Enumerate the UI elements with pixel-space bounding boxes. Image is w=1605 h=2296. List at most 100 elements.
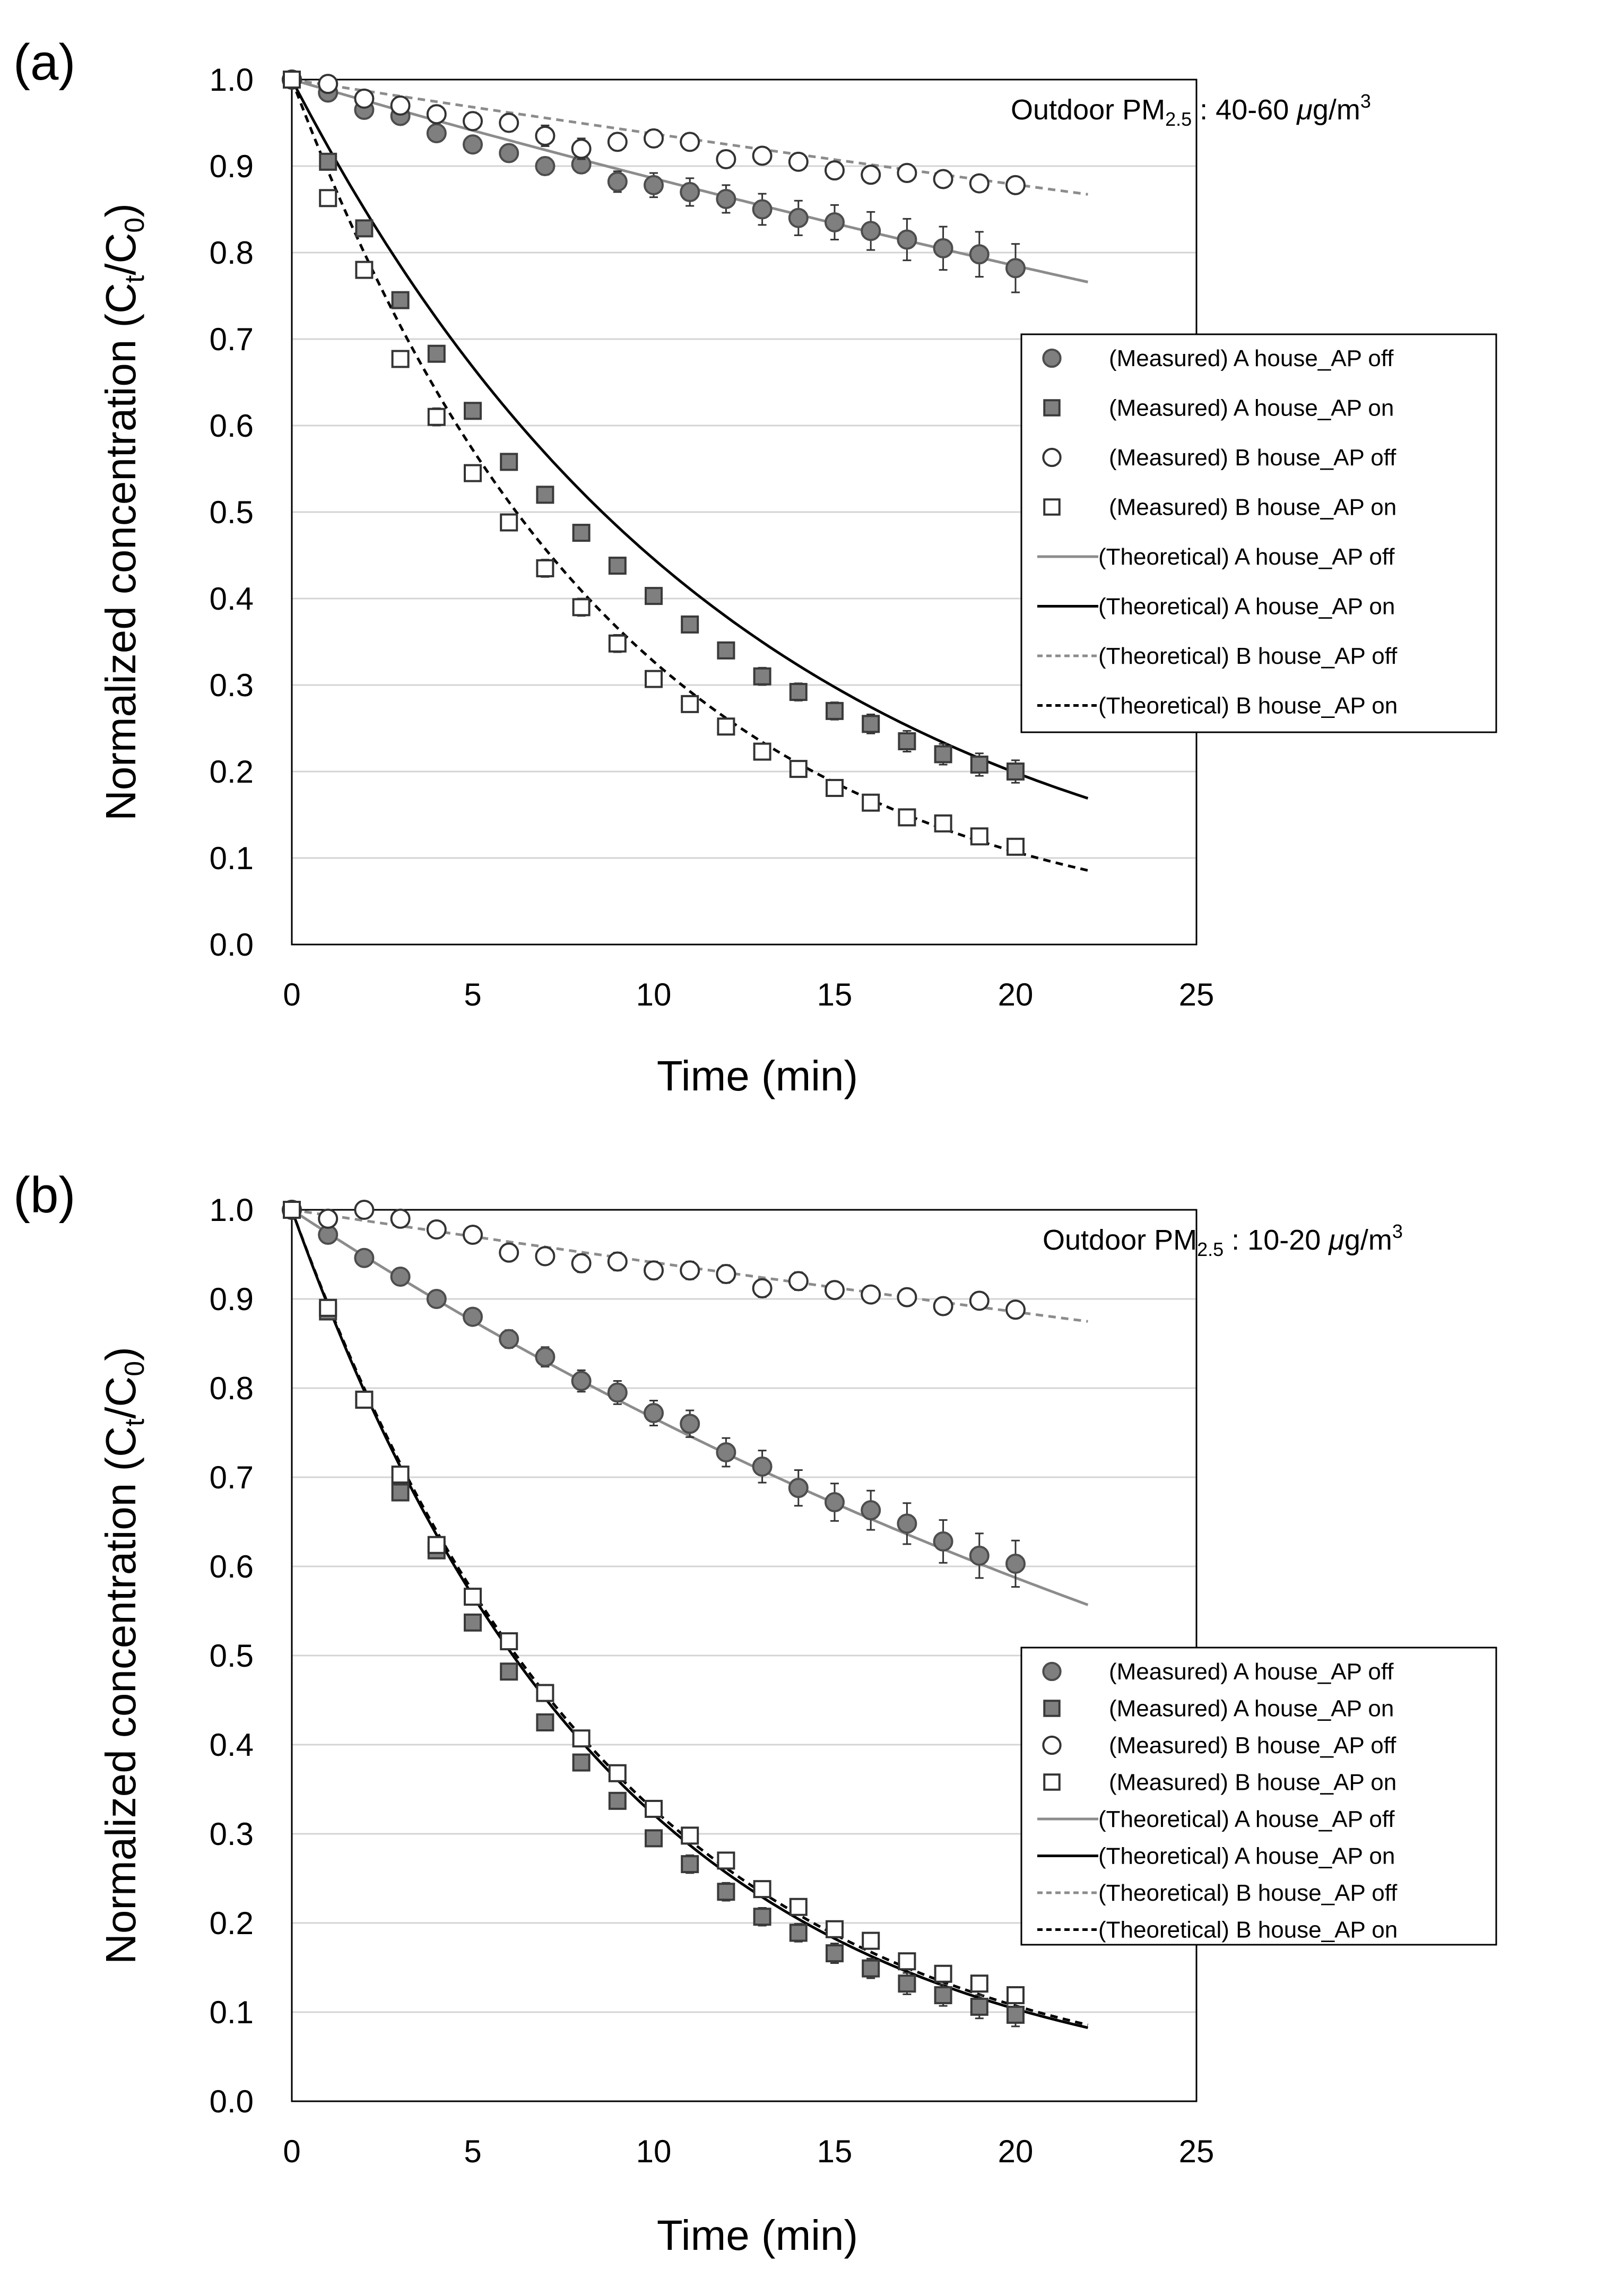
data-point	[426, 1219, 447, 1240]
legend-label: (Measured) B house_AP off	[1109, 1732, 1396, 1758]
y-tick-label: 0.8	[210, 1371, 254, 1406]
data-point	[355, 1390, 374, 1409]
measured-series	[283, 71, 1025, 856]
data-point	[789, 683, 808, 701]
data-point	[536, 1684, 554, 1702]
data-point	[535, 125, 556, 146]
data-point	[427, 344, 446, 363]
y-tick-label: 0.5	[210, 1638, 254, 1674]
legend-marker	[1043, 1773, 1061, 1791]
data-point	[571, 138, 592, 159]
y-axis-title: Normalized concentration (Ct/C0)	[97, 203, 150, 821]
data-point	[717, 1851, 735, 1870]
y-tick-label: 0.2	[210, 1905, 254, 1941]
legend-marker	[1042, 1661, 1062, 1682]
data-point	[680, 1260, 700, 1281]
data-point	[753, 667, 771, 686]
data-point	[645, 587, 663, 605]
y-tick-label: 0.5	[210, 495, 254, 530]
y-axis-ticks: 0.0 0.1 0.2 0.3 0.4 0.5 0.6 0.7 0.8 0.9 1.0	[210, 62, 254, 963]
data-point	[391, 350, 410, 368]
x-tick-label: 25	[1179, 977, 1214, 1012]
data-point	[535, 1246, 556, 1267]
annot-mu: μ	[1296, 94, 1313, 126]
data-point	[499, 1242, 519, 1263]
data-point	[897, 163, 917, 184]
theoretical-curves	[290, 1208, 1089, 2029]
data-point	[717, 641, 735, 660]
data-point	[753, 742, 771, 761]
legend-marker	[1042, 447, 1062, 467]
data-point	[788, 151, 809, 172]
data-point	[499, 1329, 519, 1349]
data-point	[607, 1382, 628, 1403]
legend-marker	[1043, 1700, 1061, 1717]
data-point	[607, 1251, 628, 1272]
data-point	[644, 175, 664, 195]
data-point	[752, 145, 773, 166]
data-point	[861, 164, 881, 185]
y-axis-title-main: Normalized concentration (C	[97, 1426, 144, 1964]
data-point	[318, 74, 339, 94]
data-point	[681, 1855, 699, 1874]
legend-label: (Theoretical) B house_AP off	[1098, 643, 1398, 669]
data-point	[1007, 1986, 1025, 2005]
data-point	[1005, 175, 1026, 195]
y-axis-title-sub: t	[119, 1418, 150, 1426]
data-point	[680, 1414, 700, 1434]
data-point	[536, 559, 554, 577]
y-axis-title-main: Normalized concentration (C	[97, 283, 144, 821]
data-point	[500, 1662, 518, 1681]
data-point	[608, 1764, 627, 1782]
legend-marker	[1042, 348, 1062, 368]
y-tick-label: 0.0	[210, 927, 254, 963]
data-point	[897, 1513, 917, 1534]
data-point	[645, 1799, 663, 1818]
measured-series	[282, 1200, 1026, 1588]
data-point	[464, 402, 482, 420]
legend-label: (Measured) A house_AP on	[1109, 395, 1394, 421]
data-point	[789, 1898, 808, 1916]
data-point	[319, 152, 337, 171]
data-point	[1005, 1299, 1026, 1320]
data-point	[862, 715, 880, 733]
data-point	[681, 1826, 699, 1845]
x-tick-label: 5	[464, 2134, 481, 2169]
data-point	[898, 1952, 916, 1971]
data-point	[464, 1588, 482, 1606]
y-tick-label: 1.0	[210, 62, 254, 98]
y-axis-title-mid: /C	[97, 1376, 144, 1419]
legend-label: (Theoretical) A house_AP off	[1098, 1806, 1395, 1832]
data-point	[355, 261, 374, 279]
y-tick-label: 0.4	[210, 1727, 254, 1763]
annot-sup: 3	[1392, 1220, 1403, 1242]
data-point	[499, 143, 519, 163]
annot-unit: g/m	[1313, 94, 1360, 126]
data-point	[862, 1959, 880, 1978]
data-point	[319, 189, 337, 207]
data-point	[1007, 837, 1025, 856]
data-point	[717, 1883, 735, 1901]
x-tick-label: 20	[998, 977, 1034, 1012]
data-point	[463, 1306, 483, 1327]
data-point	[607, 171, 628, 192]
x-tick-label: 5	[464, 977, 481, 1012]
annot-sub: 2.5	[1197, 1238, 1224, 1260]
panel-label: (b)	[13, 1167, 75, 1224]
data-point	[934, 814, 952, 833]
data-point	[861, 221, 881, 241]
data-point	[572, 524, 591, 542]
annot-prefix: Outdoor PM	[1011, 94, 1165, 126]
legend-label: (Measured) B house_AP on	[1109, 1770, 1396, 1796]
y-axis-title-sub: 0	[119, 218, 150, 233]
data-point	[571, 1253, 592, 1273]
legend: (Measured) A house_AP off (Measured) A ho…	[1020, 1647, 1497, 1946]
data-point	[645, 1829, 663, 1848]
data-point	[752, 199, 773, 220]
data-point	[283, 1201, 301, 1219]
data-point	[536, 1713, 554, 1731]
data-point	[788, 1271, 809, 1292]
data-point	[391, 1465, 410, 1484]
data-point	[463, 111, 483, 132]
